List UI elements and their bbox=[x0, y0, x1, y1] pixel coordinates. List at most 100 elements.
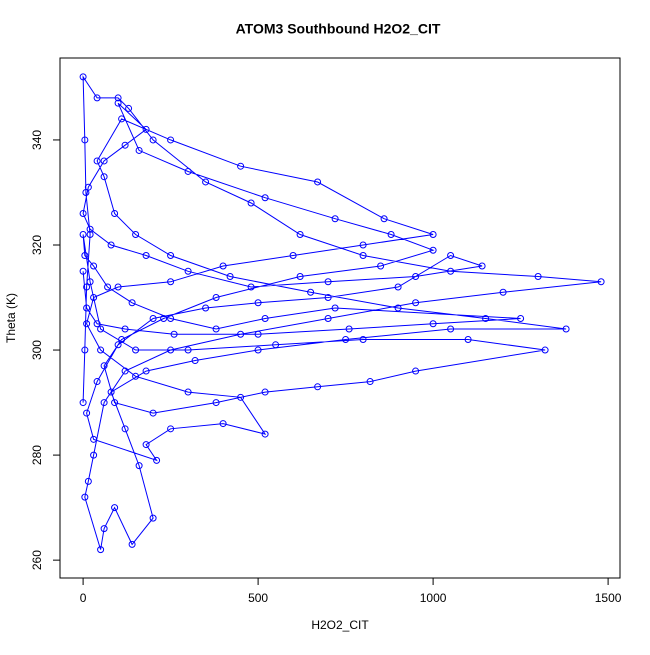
data-point bbox=[83, 283, 91, 291]
data-point bbox=[79, 209, 87, 217]
data-point bbox=[160, 315, 168, 323]
data-point bbox=[261, 430, 269, 438]
data-point bbox=[359, 251, 367, 259]
data-point bbox=[114, 94, 122, 102]
data-point bbox=[394, 283, 402, 291]
data-point bbox=[380, 215, 388, 223]
data-point bbox=[261, 315, 269, 323]
data-point bbox=[562, 325, 570, 333]
data-point bbox=[132, 230, 140, 238]
x-tick-label: 1500 bbox=[595, 591, 622, 605]
data-point bbox=[114, 99, 122, 107]
data-point bbox=[167, 278, 175, 286]
data-point bbox=[447, 251, 455, 259]
data-point bbox=[132, 346, 140, 354]
data-point bbox=[132, 372, 140, 380]
data-point bbox=[412, 273, 420, 281]
data-point bbox=[128, 540, 136, 548]
y-tick-label: 260 bbox=[30, 550, 44, 570]
data-point bbox=[247, 283, 255, 291]
data-point bbox=[184, 267, 192, 275]
data-point bbox=[114, 283, 122, 291]
data-point bbox=[219, 420, 227, 428]
data-point bbox=[464, 336, 472, 344]
data-point bbox=[90, 262, 98, 270]
data-point bbox=[90, 294, 98, 302]
data-point bbox=[331, 304, 339, 312]
data-point bbox=[107, 388, 115, 396]
data-line bbox=[82, 75, 602, 550]
data-point bbox=[478, 262, 486, 270]
data-point bbox=[237, 162, 245, 170]
data-point bbox=[121, 325, 129, 333]
data-point bbox=[90, 435, 98, 443]
data-point bbox=[81, 251, 89, 259]
data-point bbox=[111, 399, 119, 407]
data-point bbox=[212, 294, 220, 302]
data-point bbox=[429, 246, 437, 254]
data-point bbox=[142, 125, 150, 133]
data-point bbox=[324, 278, 332, 286]
data-point bbox=[212, 399, 220, 407]
data-point bbox=[90, 451, 98, 459]
data-point bbox=[429, 230, 437, 238]
data-point bbox=[237, 330, 245, 338]
y-tick-label: 340 bbox=[30, 130, 44, 150]
data-point bbox=[86, 230, 94, 238]
data-point bbox=[100, 399, 108, 407]
data-point bbox=[149, 514, 157, 522]
data-point bbox=[86, 278, 94, 286]
data-point bbox=[93, 320, 101, 328]
data-point bbox=[482, 315, 490, 323]
data-point bbox=[202, 178, 210, 186]
x-tick-label: 0 bbox=[80, 591, 87, 605]
y-tick-label: 320 bbox=[30, 235, 44, 255]
data-point bbox=[111, 209, 119, 217]
data-point bbox=[429, 320, 437, 328]
data-point bbox=[499, 288, 507, 296]
data-point bbox=[153, 456, 161, 464]
data-point bbox=[167, 315, 175, 323]
data-point bbox=[107, 241, 115, 249]
data-point bbox=[324, 315, 332, 323]
data-point bbox=[142, 367, 150, 375]
data-point bbox=[272, 341, 280, 349]
data-point bbox=[289, 251, 297, 259]
data-point bbox=[184, 388, 192, 396]
y-tick-label: 300 bbox=[30, 340, 44, 360]
data-point bbox=[296, 273, 304, 281]
data-point bbox=[377, 262, 385, 270]
data-point bbox=[100, 525, 108, 533]
data-point bbox=[93, 378, 101, 386]
data-point bbox=[100, 157, 108, 165]
data-point bbox=[81, 136, 89, 144]
x-tick-label: 1000 bbox=[420, 591, 447, 605]
data-point bbox=[254, 346, 262, 354]
data-point bbox=[359, 241, 367, 249]
data-point bbox=[83, 409, 91, 417]
data-point bbox=[191, 357, 199, 365]
data-point bbox=[517, 315, 525, 323]
data-point bbox=[86, 225, 94, 233]
data-point bbox=[447, 267, 455, 275]
data-point bbox=[307, 288, 315, 296]
data-point bbox=[226, 273, 234, 281]
data-point bbox=[254, 299, 262, 307]
data-point bbox=[135, 462, 143, 470]
data-point bbox=[167, 251, 175, 259]
data-point bbox=[342, 336, 350, 344]
data-point bbox=[142, 441, 150, 449]
data-point bbox=[324, 294, 332, 302]
data-point bbox=[83, 304, 91, 312]
data-point bbox=[184, 167, 192, 175]
data-point bbox=[121, 425, 129, 433]
data-point bbox=[219, 262, 227, 270]
data-point bbox=[359, 336, 367, 344]
data-point bbox=[84, 183, 92, 191]
data-point bbox=[237, 393, 245, 401]
data-point bbox=[167, 136, 175, 144]
data-point bbox=[93, 157, 101, 165]
data-point bbox=[128, 299, 136, 307]
